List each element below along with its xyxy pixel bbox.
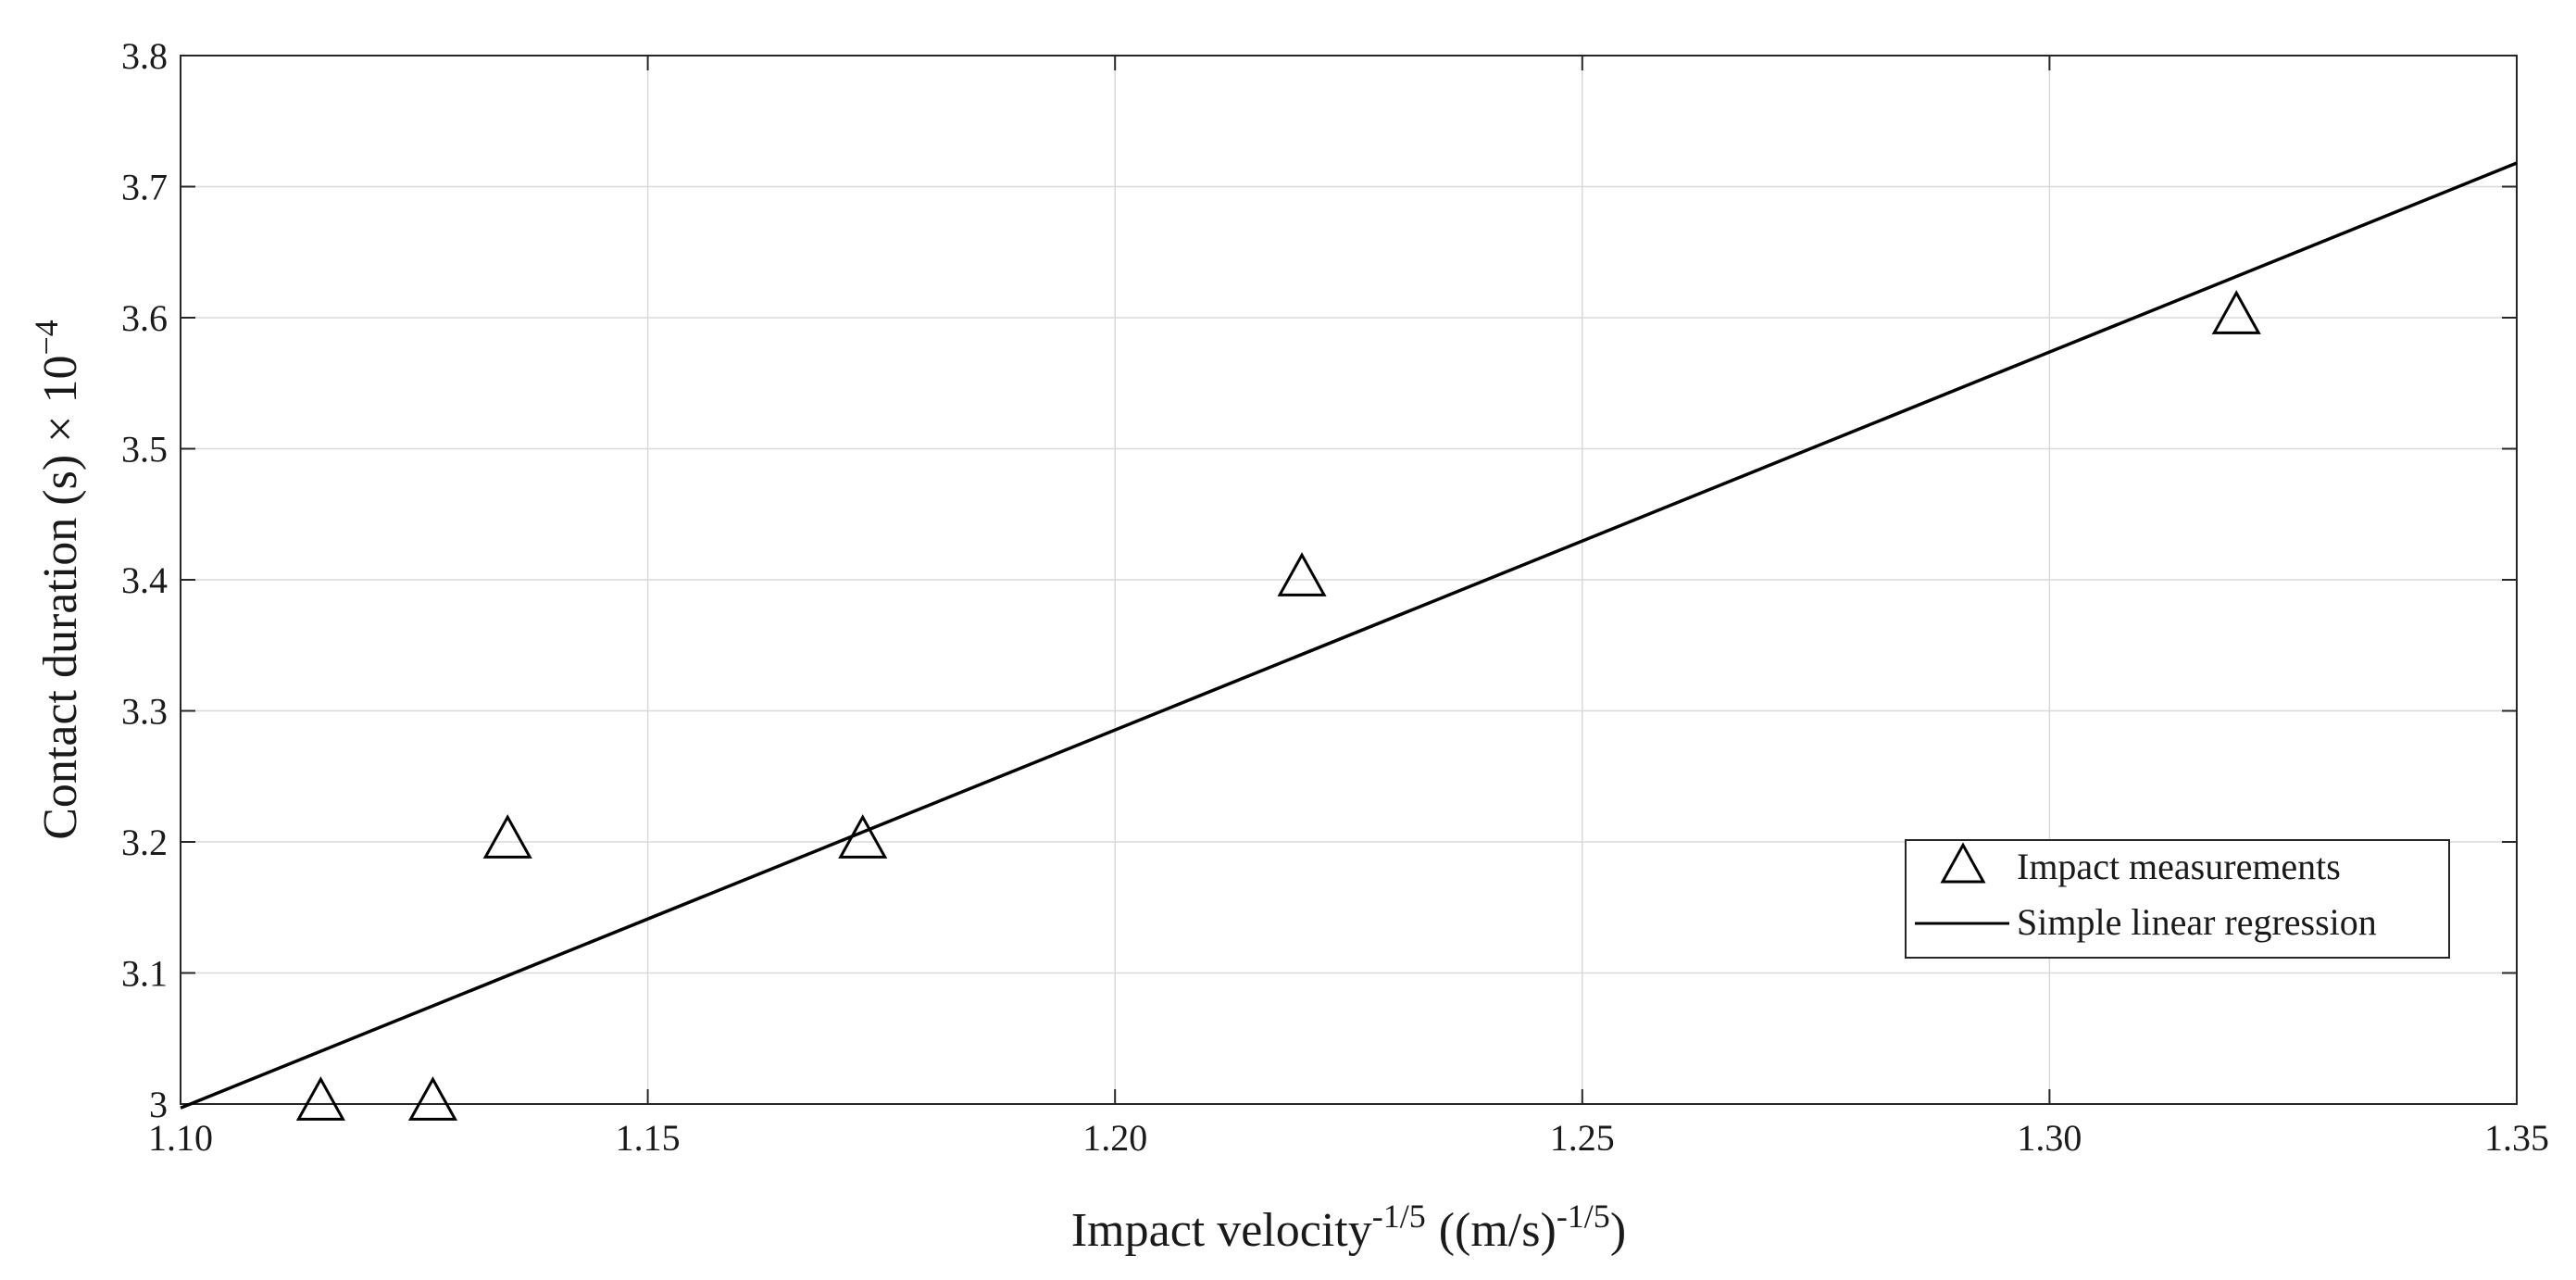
x-tick-label: 1.35: [2484, 1117, 2549, 1159]
legend-label-linear-regression: Simple linear regression: [2017, 901, 2377, 943]
x-tick-label: 1.15: [616, 1117, 681, 1159]
y-axis-title-sup: −4: [28, 320, 65, 355]
y-tick-label: 3.1: [121, 953, 168, 995]
grid: [181, 56, 2517, 1104]
y-tick-label: 3.2: [121, 822, 168, 863]
y-tick-label: 3.6: [121, 297, 168, 339]
series: [180, 161, 2518, 1121]
data-point-triangle: [1277, 552, 1327, 596]
y-tick-label: 3.3: [121, 691, 168, 733]
data-point-triangle: [295, 1076, 345, 1121]
x-tick-label: 1.25: [1550, 1117, 1615, 1159]
x-axis-title: Impact velocity-1/5 ((m/s)-1/5): [1071, 1198, 1626, 1257]
x-tick-label: 1.10: [148, 1117, 213, 1159]
y-tick-labels: 3 3.1 3.2 3.3 3.4 3.5 3.6 3.7 3.8: [121, 35, 168, 1125]
y-tick-label: 3.8: [121, 35, 168, 77]
y-tick-label: 3.4: [121, 559, 168, 601]
data-point-triangle: [2211, 290, 2261, 334]
y-tick-label: 3: [149, 1084, 168, 1125]
x-axis-title-close: ): [1610, 1204, 1626, 1257]
x-tick-label: 1.20: [1082, 1117, 1147, 1159]
axis-ticks: [180, 55, 2518, 1105]
legend-label-impact-measurements: Impact measurements: [2017, 846, 2341, 887]
x-tick-labels: 1.10 1.15 1.20 1.25 1.30 1.35: [148, 1117, 2549, 1159]
x-axis-title-unit-sup: -1/5: [1557, 1198, 1610, 1235]
x-axis-title-main: Impact velocity: [1071, 1204, 1372, 1257]
legend-box: [1905, 839, 2450, 959]
data-point-triangle: [407, 1076, 458, 1121]
x-axis-title-sup: -1/5: [1372, 1198, 1426, 1235]
y-axis-title-main: Contact duration (s) × 10: [34, 356, 87, 840]
y-axis-title: Contact duration (s) × 10−4: [28, 320, 87, 840]
legend: Impact measurements Simple linear regres…: [1905, 839, 2450, 959]
data-point-triangle: [482, 814, 532, 859]
x-tick-label: 1.30: [2017, 1117, 2082, 1159]
regression-line: [180, 161, 2518, 1110]
legend-marker-triangle: [1940, 842, 1986, 884]
y-tick-label: 3.7: [121, 167, 168, 208]
x-axis-title-unit: ((m/s): [1439, 1204, 1557, 1257]
y-tick-label: 3.5: [121, 429, 168, 471]
